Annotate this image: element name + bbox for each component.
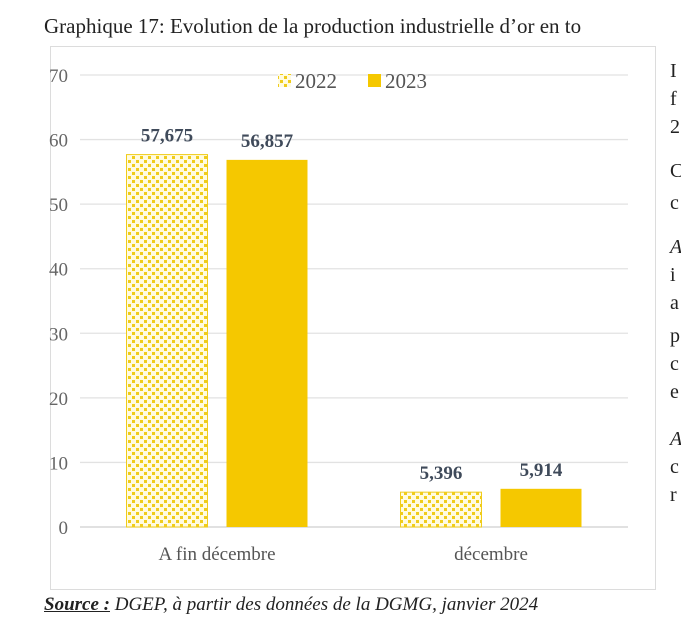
cropped-body-text: A	[670, 428, 681, 450]
data-label: 56,857	[241, 131, 294, 152]
bar-2022	[400, 491, 482, 528]
data-label: 57,675	[141, 126, 193, 147]
cropped-body-text: r	[670, 484, 677, 506]
x-tick-label: A fin décembre	[158, 544, 275, 565]
cropped-body-text: 2	[670, 116, 680, 138]
y-tick-label: 10	[49, 453, 68, 474]
y-tick-label: 60	[49, 131, 68, 152]
bar-2023	[226, 159, 308, 528]
y-tick-label: 0	[59, 518, 69, 539]
cropped-body-text: c	[670, 192, 679, 214]
chart-title: Graphique 17: Evolution de la production…	[44, 14, 582, 38]
cropped-body-text: f	[670, 88, 677, 110]
legend-swatch-2023	[368, 74, 381, 87]
cropped-body-text: p	[670, 325, 680, 347]
cropped-body-text: c	[670, 456, 679, 478]
y-tick-label: 50	[49, 195, 68, 216]
bar-2023	[500, 488, 582, 527]
source-text: DGEP, à partir des données de la DGMG, j…	[109, 594, 539, 615]
cropped-body-text: a	[670, 292, 679, 314]
data-label: 5,914	[520, 460, 563, 481]
cropped-body-text: e	[670, 381, 679, 403]
y-tick-label: 20	[49, 389, 68, 410]
cropped-body-text: C	[670, 160, 681, 182]
cropped-body-text: i	[670, 264, 676, 286]
legend-label: 2022	[295, 69, 337, 93]
y-tick-label: 70	[49, 66, 68, 87]
cropped-body-text: I	[670, 60, 677, 82]
bar-2022	[126, 154, 208, 528]
y-tick-label: 40	[49, 260, 68, 281]
y-tick-label: 30	[49, 324, 68, 345]
source-note: Source : DGEP, à partir des données de l…	[44, 594, 538, 616]
cropped-body-text: c	[670, 353, 679, 375]
data-label: 5,396	[420, 463, 463, 484]
chart-area	[50, 46, 656, 590]
cropped-body-text: A	[670, 236, 681, 258]
legend-swatch-2022	[278, 74, 291, 87]
x-tick-label: décembre	[454, 544, 528, 565]
legend-label: 2023	[385, 69, 427, 93]
source-label: Source :	[44, 594, 110, 615]
